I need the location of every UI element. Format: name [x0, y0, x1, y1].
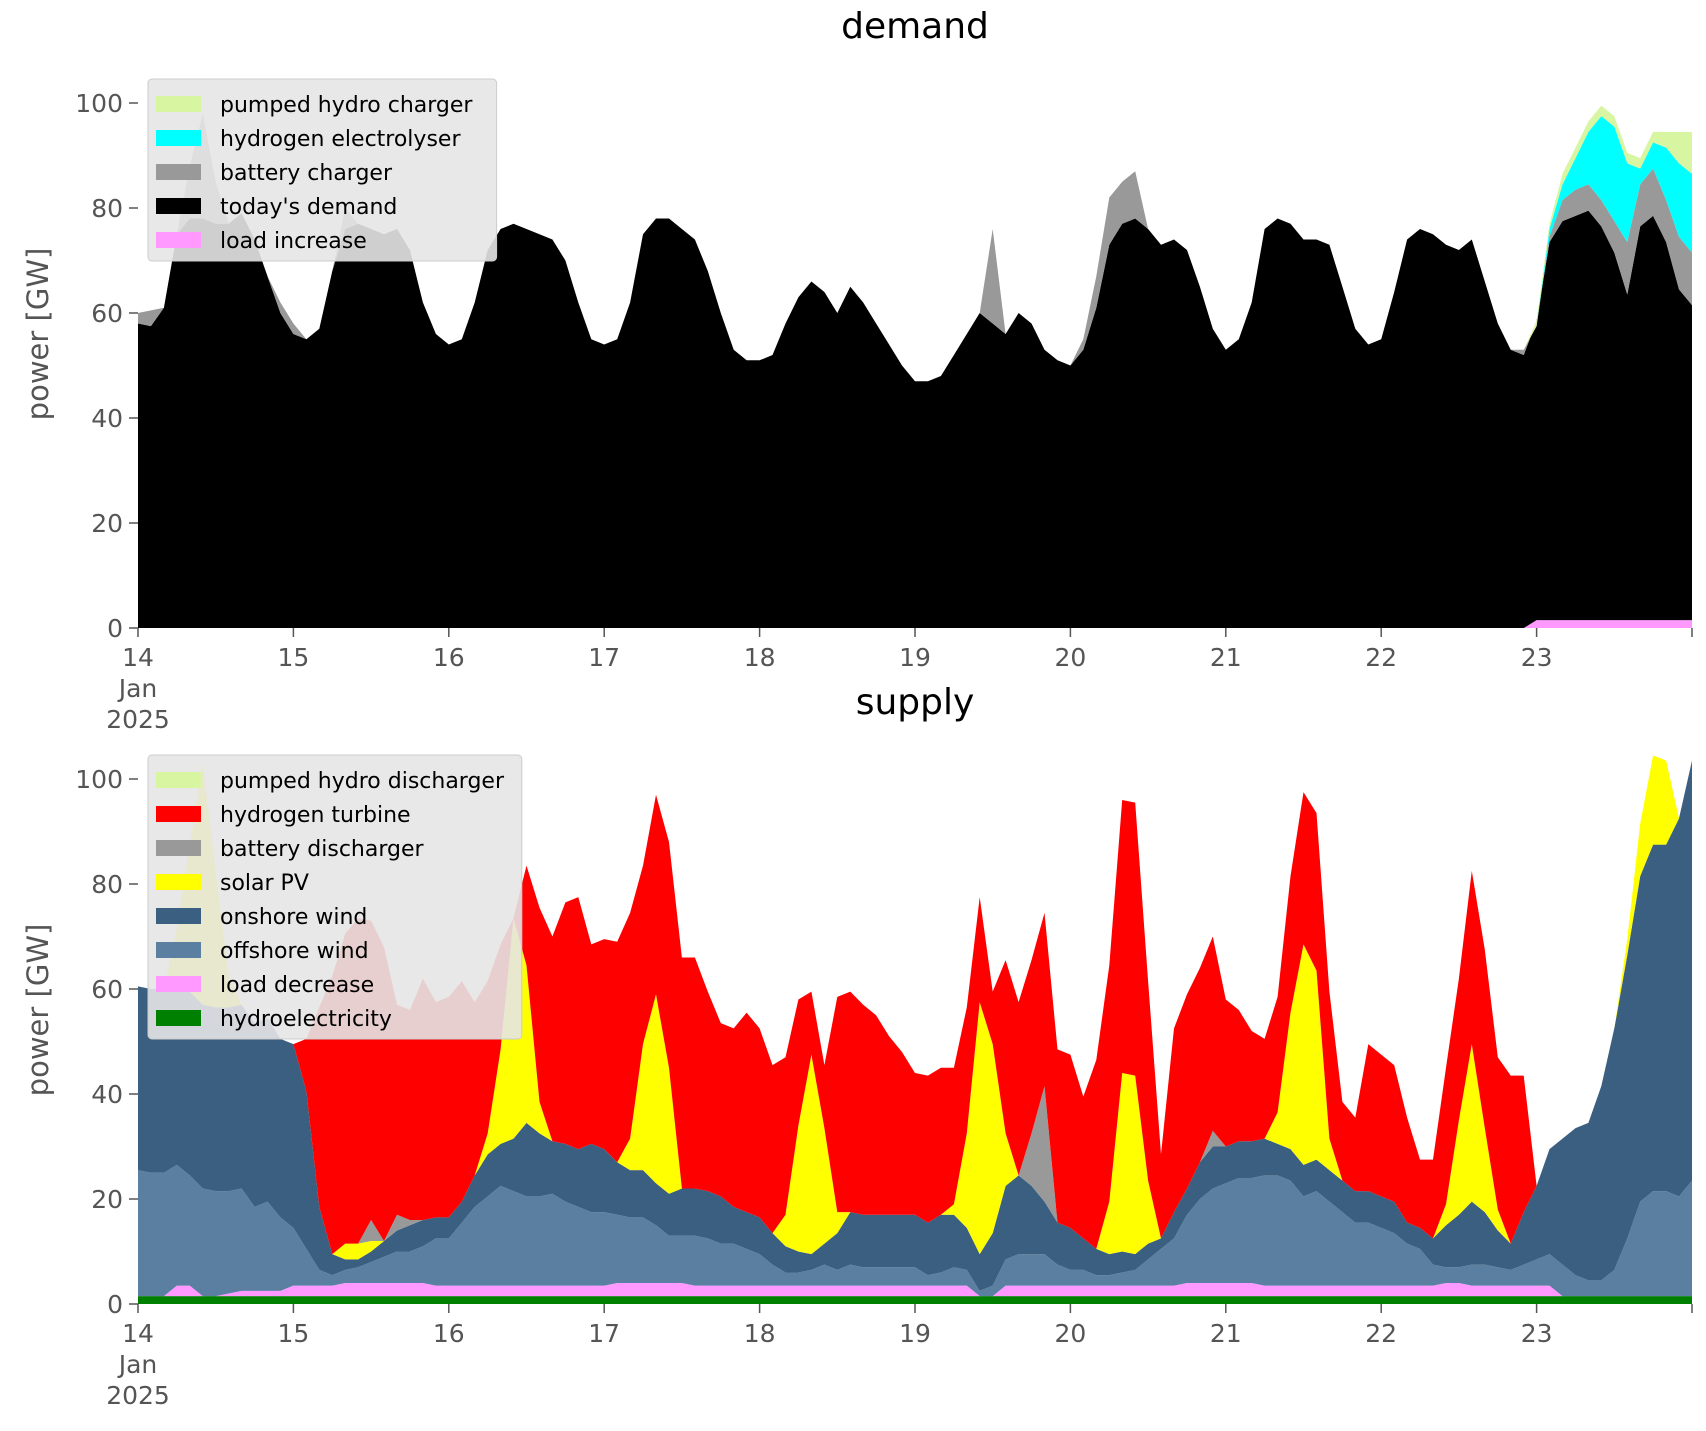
legend-box	[147, 78, 498, 262]
y-tick-label: 0	[107, 614, 123, 643]
legend-label: offshore wind	[220, 939, 369, 964]
legend-swatch-battery-discharger	[156, 840, 201, 856]
x-tick-label: 16	[433, 643, 465, 672]
area-series-group	[138, 755, 1692, 1304]
area-load-decrease	[138, 1283, 1692, 1297]
area-offshore-wind	[138, 1164, 1692, 1297]
x-tick-label: Jan	[117, 674, 158, 703]
legend-swatch-load-increase	[156, 232, 201, 248]
x-tick-label: 14	[122, 1319, 154, 1348]
y-tick-label: 80	[91, 870, 123, 899]
area-load-increase	[138, 620, 1692, 628]
x-tick-label: 15	[277, 643, 309, 672]
x-tick-label: 16	[433, 1319, 465, 1348]
y-tick-label: 20	[91, 1185, 123, 1214]
legend-label: onshore wind	[220, 905, 367, 930]
y-tick-label: 20	[91, 509, 123, 538]
x-tick-label: 19	[899, 643, 931, 672]
legend-swatch-load-decrease	[156, 976, 201, 992]
x-tick-label: 2025	[106, 1381, 170, 1410]
x-tick-label: 23	[1521, 643, 1553, 672]
x-tick-label: 19	[899, 1319, 931, 1348]
area-series-group	[138, 105, 1692, 628]
area-hydrogen-turbine	[138, 755, 1692, 1255]
area-solar-pv	[138, 755, 1692, 1260]
x-tick-label: 18	[744, 1319, 776, 1348]
legend-label: battery discharger	[220, 837, 425, 862]
x-tick-label: 18	[744, 643, 776, 672]
x-tick-label: 20	[1054, 1319, 1086, 1348]
legend-label: solar PV	[220, 871, 309, 896]
x-tick-label: 15	[277, 1319, 309, 1348]
legend-label: hydrogen turbine	[220, 803, 411, 828]
legend-label: hydroelectricity	[220, 1007, 392, 1032]
legend-label: load decrease	[220, 973, 374, 998]
x-tick-label: 23	[1521, 1319, 1553, 1348]
y-tick-label: 100	[75, 765, 123, 794]
x-tick-label: 22	[1365, 643, 1397, 672]
legend-label: hydrogen electrolyser	[220, 127, 461, 152]
legend-swatch-onshore-wind	[156, 908, 201, 924]
chart-title: demand	[841, 6, 989, 47]
area-today-s-demand	[138, 210, 1692, 628]
x-tick-label: 21	[1210, 1319, 1242, 1348]
x-tick-label: 20	[1054, 643, 1086, 672]
y-tick-label: 60	[91, 975, 123, 1004]
legend-label: pumped hydro discharger	[220, 769, 505, 794]
y-axis-label: power [GW]	[21, 924, 55, 1097]
legend-label: today's demand	[220, 195, 397, 220]
area-hydroelectricity	[138, 1296, 1692, 1304]
y-tick-label: 60	[91, 299, 123, 328]
x-tick-label: 2025	[106, 705, 170, 734]
legend-swatch-hydrogen-electrolyser	[156, 130, 201, 146]
legend-swatch-offshore-wind	[156, 942, 201, 958]
y-tick-label: 100	[75, 89, 123, 118]
x-tick-label: Jan	[117, 1350, 158, 1379]
legend-swatch-hydrogen-turbine	[156, 806, 201, 822]
x-tick-label: 21	[1210, 643, 1242, 672]
legend-box	[147, 754, 523, 1040]
x-tick-label: 22	[1365, 1319, 1397, 1348]
x-tick-label: 14	[122, 643, 154, 672]
y-tick-label: 40	[91, 1080, 123, 1109]
legend: pumped hydro discharger hydrogen turbine b…	[147, 754, 523, 1040]
legend-swatch-hydroelectricity	[156, 1010, 201, 1026]
legend-swatch-pumped-hydro-discharger	[156, 772, 201, 788]
y-tick-label: 40	[91, 404, 123, 433]
legend-label: load increase	[220, 229, 367, 254]
legend-swatch-solar-pv	[156, 874, 201, 890]
legend-label: pumped hydro charger	[220, 93, 473, 118]
y-axis-label: power [GW]	[21, 248, 55, 421]
chart-title: supply	[856, 682, 975, 723]
y-tick-label: 0	[107, 1290, 123, 1319]
y-tick-label: 80	[91, 194, 123, 223]
x-tick-label: 17	[588, 1319, 620, 1348]
x-tick-label: 17	[588, 643, 620, 672]
legend-swatch-today-s-demand	[156, 198, 201, 214]
legend-label: battery charger	[220, 161, 393, 186]
legend: pumped hydro charger hydrogen electrolyse…	[147, 78, 498, 262]
legend-swatch-battery-charger	[156, 164, 201, 180]
area-onshore-wind	[138, 760, 1692, 1291]
legend-swatch-pumped-hydro-charger	[156, 96, 201, 112]
